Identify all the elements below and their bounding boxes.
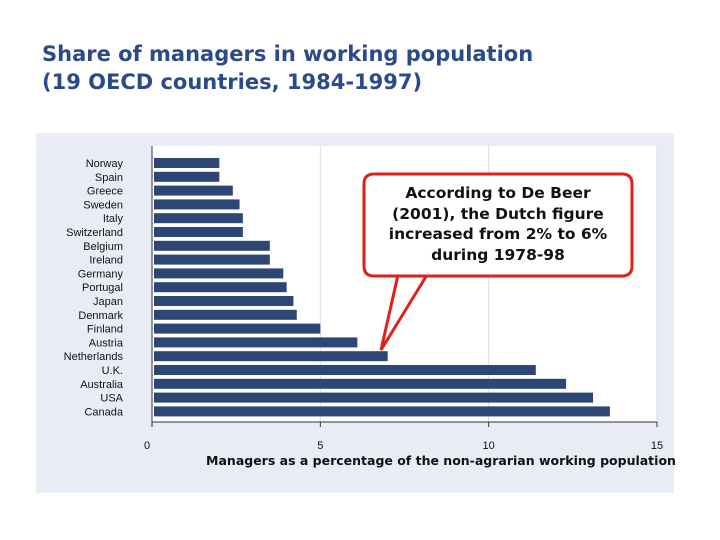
bar-finland bbox=[154, 323, 321, 334]
x-axis-label: Managers as a percentage of the non-agra… bbox=[206, 453, 676, 468]
category-label-portugal: Portugal bbox=[82, 282, 123, 294]
category-label-sweden: Sweden bbox=[83, 199, 123, 211]
chart-title-line-2: (19 OECD countries, 1984-1997) bbox=[42, 70, 423, 94]
bar-greece bbox=[154, 185, 233, 196]
callout-box bbox=[362, 172, 634, 278]
bar-belgium bbox=[154, 240, 270, 251]
category-label-switzerland: Switzerland bbox=[66, 227, 123, 239]
category-label-finland: Finland bbox=[87, 324, 123, 336]
bar-japan bbox=[154, 296, 294, 306]
x-tick-label-3: 15 bbox=[651, 440, 663, 452]
category-label-australia: Australia bbox=[80, 379, 124, 391]
bar-u-k bbox=[154, 365, 536, 375]
chart-title-line-1: Share of managers in working population bbox=[42, 42, 534, 66]
chart-title: Share of managers in working population … bbox=[42, 40, 533, 96]
callout-text: According to De Beer (2001), the Dutch f… bbox=[388, 184, 608, 264]
bar-ireland bbox=[154, 254, 270, 265]
bar-usa bbox=[154, 392, 594, 403]
bar-norway bbox=[154, 158, 220, 168]
category-label-belgium: Belgium bbox=[83, 241, 123, 253]
bar-germany bbox=[154, 268, 284, 279]
bar-spain bbox=[154, 171, 220, 182]
category-label-norway: Norway bbox=[86, 158, 124, 170]
bar-austria bbox=[154, 337, 358, 348]
bar-switzerland bbox=[154, 227, 243, 237]
x-tick-label-1: 5 bbox=[317, 440, 323, 452]
bar-italy bbox=[154, 213, 243, 224]
category-label-netherlands: Netherlands bbox=[64, 351, 124, 363]
bar-australia bbox=[154, 378, 567, 389]
category-label-spain: Spain bbox=[95, 172, 123, 184]
category-label-usa: USA bbox=[100, 393, 123, 405]
x-tick-label-2: 10 bbox=[483, 440, 495, 452]
category-label-italy: Italy bbox=[103, 213, 124, 225]
bar-canada bbox=[154, 406, 610, 417]
category-label-germany: Germany bbox=[78, 268, 124, 280]
category-label-u-k: U.K. bbox=[102, 365, 123, 377]
bar-netherlands bbox=[154, 351, 388, 362]
category-label-greece: Greece bbox=[87, 186, 123, 198]
x-tick-label-0: 0 bbox=[144, 440, 150, 452]
category-label-ireland: Ireland bbox=[89, 255, 123, 267]
bar-denmark bbox=[154, 309, 297, 320]
callout-bubble bbox=[362, 172, 634, 278]
category-label-japan: Japan bbox=[93, 296, 123, 308]
bar-portugal bbox=[154, 282, 287, 293]
category-label-canada: Canada bbox=[84, 406, 123, 418]
category-label-denmark: Denmark bbox=[78, 310, 123, 322]
bar-sweden bbox=[154, 199, 240, 210]
category-label-austria: Austria bbox=[89, 337, 124, 349]
